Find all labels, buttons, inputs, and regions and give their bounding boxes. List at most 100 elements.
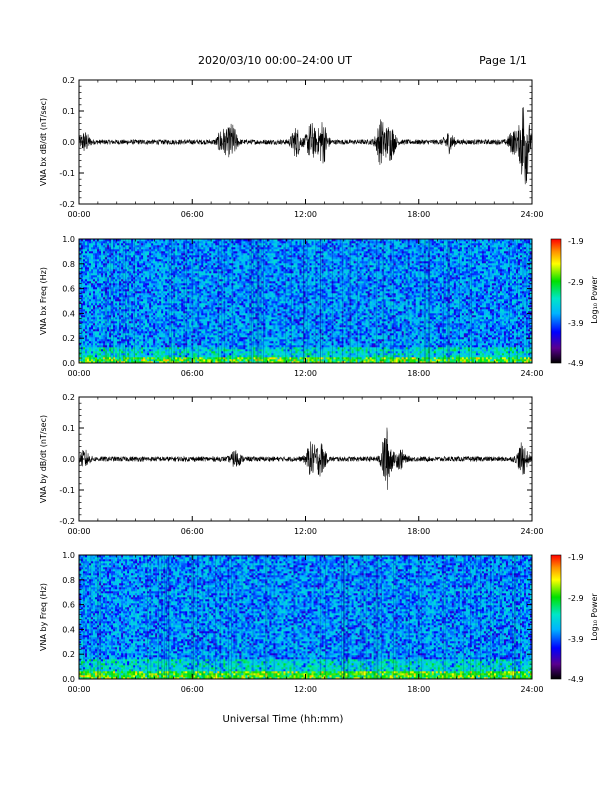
spectrogram-cell <box>79 295 82 298</box>
spectrogram-cell <box>219 247 222 250</box>
spectrogram-cell <box>203 347 206 350</box>
spectrogram-cell <box>105 329 108 332</box>
spectrogram-cell <box>97 299 100 302</box>
spectrogram-cell <box>207 271 210 274</box>
spectrogram-cell <box>99 325 102 328</box>
spectrogram-cell <box>113 361 116 364</box>
spectrogram-cell <box>145 261 148 264</box>
spectrogram-cell <box>115 249 118 252</box>
spectrogram-cell <box>227 327 230 330</box>
spectrogram-cell <box>91 281 94 284</box>
spectrogram-cell <box>107 345 110 348</box>
spectrogram-cell <box>113 315 116 318</box>
spectrogram-cell <box>155 265 158 268</box>
spectrogram-cell <box>229 275 232 278</box>
spectrogram-cell <box>175 309 178 312</box>
spectrogram-cell <box>87 337 90 340</box>
spectrogram-cell <box>173 263 176 266</box>
spectrogram-cell <box>97 305 100 308</box>
spectrogram-cell <box>169 275 172 278</box>
spectrogram-cell <box>99 265 102 268</box>
spectrogram-cell <box>81 243 84 246</box>
spectrogram-cell <box>111 285 114 288</box>
spectrogram-cell <box>95 303 98 306</box>
spectrogram-cell <box>199 351 202 354</box>
spectrogram-cell <box>149 243 152 246</box>
spectrogram-cell <box>79 303 82 306</box>
spectrogram-cell <box>91 319 94 322</box>
spectrogram-cell <box>181 301 184 304</box>
spectrogram-cell <box>93 347 96 350</box>
spectrogram-cell <box>189 333 192 336</box>
spectrogram-cell <box>107 355 110 358</box>
spectrogram-cell <box>141 319 144 322</box>
spectrogram-cell <box>185 253 188 256</box>
spectrogram-cell <box>175 311 178 314</box>
spectrogram-cell <box>151 305 154 308</box>
spectrogram-cell <box>179 359 182 362</box>
spectrogram-cell <box>89 289 92 292</box>
spectrogram-cell <box>219 299 222 302</box>
spectrogram-cell <box>121 285 124 288</box>
spectrogram-cell <box>169 295 172 298</box>
spectrogram-cell <box>145 277 148 280</box>
spectrogram-cell <box>207 299 210 302</box>
spectrogram-cell <box>181 347 184 350</box>
spectrogram-cell <box>213 287 216 290</box>
spectrogram-cell <box>159 315 162 318</box>
spectrogram-cell <box>165 339 168 342</box>
spectrogram-cell <box>147 263 150 266</box>
spectrogram-cell <box>135 329 138 332</box>
spectrogram-cell <box>151 321 154 324</box>
spectrogram-cell <box>137 339 140 342</box>
spectrogram-cell <box>183 243 186 246</box>
spectrogram-cell <box>93 265 96 268</box>
spectrogram-cell <box>137 281 140 284</box>
spectrogram-cell <box>133 269 136 272</box>
spectrogram-cell <box>91 279 94 282</box>
spectrogram-cell <box>193 273 196 276</box>
spectrogram-cell <box>183 305 186 308</box>
spectrogram-cell <box>135 337 138 340</box>
spectrogram-cell <box>165 297 168 300</box>
spectrogram-cell <box>139 273 142 276</box>
spectrogram-cell <box>177 243 180 246</box>
spectrogram-cell <box>161 297 164 300</box>
spectrogram-cell <box>119 325 122 328</box>
spectrogram-cell <box>211 255 214 258</box>
panel-1: 0.20.10.0-0.1-0.200:00 06:00 12:00 18:00 24:… <box>39 76 544 219</box>
spectrogram-cell <box>91 243 94 246</box>
spectrogram-cell <box>119 259 122 262</box>
spectrogram-cell <box>223 311 226 314</box>
spectrogram-cell <box>185 291 188 294</box>
spectrogram-cell <box>83 243 86 246</box>
spectrogram-cell <box>97 315 100 318</box>
spectrogram-cell <box>87 293 90 296</box>
spectrogram-cell <box>83 279 86 282</box>
spectrogram-cell <box>139 287 142 290</box>
spectrogram-cell <box>131 315 134 318</box>
spectrogram-cell <box>227 251 230 254</box>
spectrogram-cell <box>93 269 96 272</box>
spectrogram-cell <box>135 327 138 330</box>
spectrogram-cell <box>211 273 214 276</box>
spectrogram-cell <box>135 317 138 320</box>
spectrogram-cell <box>117 309 120 312</box>
spectrogram-cell <box>177 279 180 282</box>
spectrogram-cell <box>171 319 174 322</box>
spectrogram-cell <box>133 243 136 246</box>
spectrogram-cell <box>129 323 132 326</box>
spectrogram-cell <box>141 289 144 292</box>
spectrogram-cell <box>105 283 108 286</box>
spectrogram-cell <box>169 353 172 356</box>
spectrogram-cell <box>171 267 174 270</box>
spectrogram-cell <box>181 313 184 316</box>
spectrogram-cell <box>127 293 130 296</box>
spectrogram-cell <box>209 361 212 364</box>
spectrogram-cell <box>151 313 154 316</box>
spectrogram-cell <box>129 359 132 362</box>
spectrogram-cell <box>119 361 122 364</box>
spectrogram-cell <box>171 275 174 278</box>
spectrogram-cell <box>103 279 106 282</box>
spectrogram-cell <box>95 293 98 296</box>
